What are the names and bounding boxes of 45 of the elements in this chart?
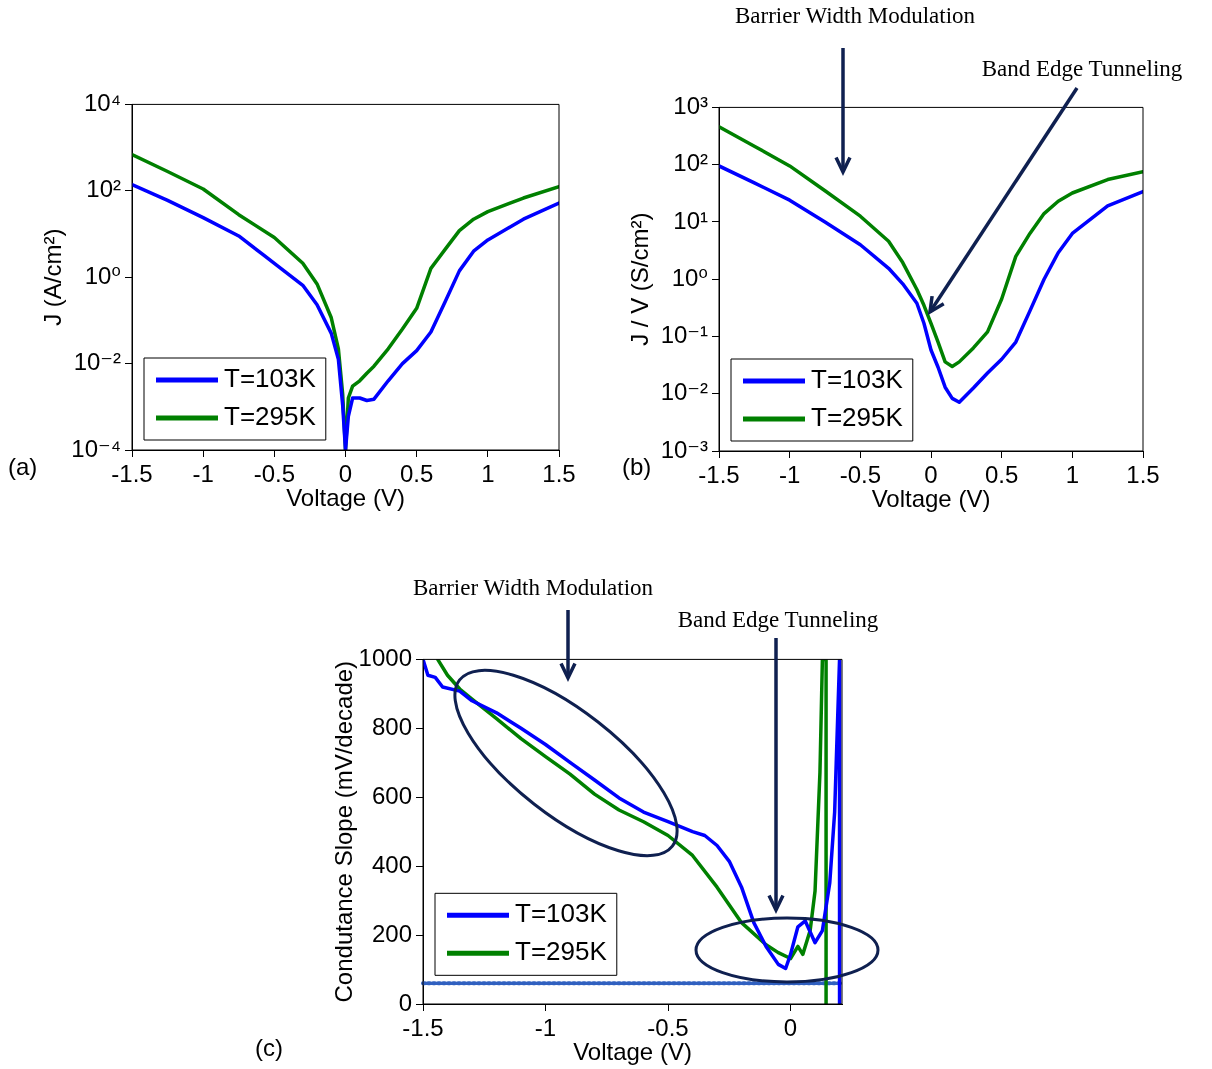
y-tick-label: 10⁻³: [660, 435, 708, 463]
legend-label: T=103K: [811, 364, 904, 395]
x-tick-label: -1.5: [698, 461, 740, 489]
text: Band Edge Tunneling: [981, 56, 1183, 82]
legend-label: T=295K: [515, 936, 608, 967]
legend-label: T=295K: [811, 402, 904, 433]
text: (a): [8, 453, 38, 481]
y-tick-label: 10⁻¹: [660, 321, 708, 349]
y-tick-label: 400: [371, 850, 412, 878]
y-tick-label: 10²: [673, 149, 709, 177]
y-axis-title: J / V (S/cm²): [626, 212, 654, 346]
legend-label: T=103K: [515, 898, 608, 929]
y-tick-label: 1000: [358, 644, 412, 672]
legend-label: T=103K: [224, 363, 317, 394]
x-tick-label: 1: [481, 460, 495, 488]
x-tick-label: -1.5: [111, 460, 153, 488]
y-tick-label: 10¹: [673, 206, 709, 234]
x-tick-label: -1: [192, 460, 214, 488]
y-tick-label: 10⁻²: [73, 348, 121, 376]
x-tick-label: 0: [783, 1014, 798, 1042]
x-tick-label: -1.5: [402, 1014, 444, 1042]
y-tick-label: 10⁴: [83, 89, 121, 117]
y-tick-label: 600: [371, 781, 412, 809]
x-tick-label: 1: [1065, 461, 1080, 489]
text: (c): [255, 1034, 283, 1062]
y-tick-label: 10²: [86, 175, 122, 203]
y-tick-label: 200: [371, 919, 412, 947]
x-tick-label: -1: [778, 461, 801, 489]
y-tick-label: 10⁰: [671, 263, 708, 291]
text: Barrier Width Modulation: [412, 575, 654, 601]
y-tick-label: 0: [398, 988, 412, 1016]
y-axis-title: J (A/cm²): [39, 228, 67, 326]
y-tick-label: 10⁰: [84, 261, 121, 289]
x-tick-label: -1: [534, 1014, 557, 1042]
y-tick-label: 800: [371, 712, 412, 740]
y-tick-label: 10⁻²: [660, 378, 708, 406]
text: Band Edge Tunneling: [677, 607, 879, 633]
text: (b): [622, 453, 652, 481]
y-tick-label: 10⁻⁴: [71, 434, 121, 462]
y-tick-label: 10³: [673, 92, 709, 120]
x-tick-label: 1.5: [1126, 461, 1160, 489]
y-axis-title: Condutance Slope (mV/decade): [330, 660, 358, 1003]
legend-label: T=295K: [224, 401, 317, 432]
text: Barrier Width Modulation: [734, 3, 976, 29]
x-tick-label: 1.5: [542, 460, 576, 488]
